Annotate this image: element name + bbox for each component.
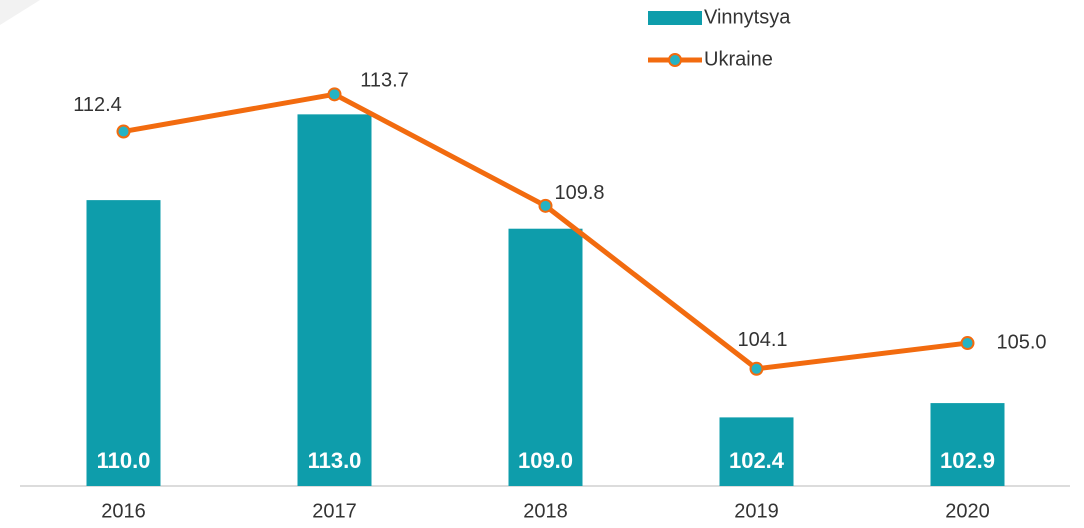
legend-swatch [648,11,702,25]
bar [508,228,583,487]
bar [930,403,1005,486]
line-marker [116,124,131,139]
line-value-label: 113.7 [360,70,409,92]
line-value-label: 104.1 [737,329,787,351]
x-tick-label: 2017 [312,500,357,522]
legend-label: Vinnytsya [704,6,791,28]
x-tick-label: 2020 [945,500,990,522]
line-marker [960,336,975,351]
line-value-label: 109.8 [554,182,604,204]
legend-label: Ukraine [704,48,773,70]
bar [86,200,161,486]
line-marker [327,87,342,102]
line-marker [538,198,553,213]
bar-value-label: 113.0 [308,448,362,473]
x-tick-label: 2019 [734,500,779,522]
bar-value-label: 110.0 [97,448,151,473]
bar-value-label: 102.9 [940,448,995,473]
corner-decoration [0,0,40,25]
line-marker [749,361,764,376]
x-tick-label: 2018 [523,500,568,522]
bar-value-label: 102.4 [729,448,785,473]
line-value-label: 112.4 [73,94,122,116]
bar [297,114,372,487]
x-tick-label: 2016 [101,500,146,522]
legend-marker [668,53,682,67]
bar-value-label: 109.0 [518,448,573,473]
bar [719,417,794,486]
line-value-label: 105.0 [996,331,1046,353]
